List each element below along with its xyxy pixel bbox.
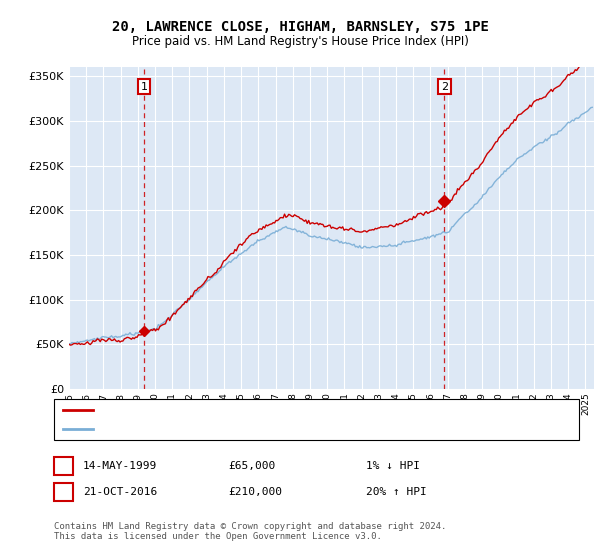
Text: 20, LAWRENCE CLOSE, HIGHAM, BARNSLEY, S75 1PE: 20, LAWRENCE CLOSE, HIGHAM, BARNSLEY, S7… <box>112 20 488 34</box>
Text: £65,000: £65,000 <box>228 461 275 471</box>
Text: 20% ↑ HPI: 20% ↑ HPI <box>366 487 427 497</box>
Text: 2: 2 <box>60 487 67 497</box>
Text: Price paid vs. HM Land Registry's House Price Index (HPI): Price paid vs. HM Land Registry's House … <box>131 35 469 48</box>
Text: 20, LAWRENCE CLOSE, HIGHAM, BARNSLEY, S75 1PE (detached house): 20, LAWRENCE CLOSE, HIGHAM, BARNSLEY, S7… <box>99 405 463 415</box>
Text: HPI: Average price, detached house, Barnsley: HPI: Average price, detached house, Barn… <box>99 423 358 433</box>
Text: £210,000: £210,000 <box>228 487 282 497</box>
Text: 1: 1 <box>141 82 148 91</box>
Text: Contains HM Land Registry data © Crown copyright and database right 2024.
This d: Contains HM Land Registry data © Crown c… <box>54 522 446 542</box>
Text: 2: 2 <box>440 82 448 91</box>
Text: 1% ↓ HPI: 1% ↓ HPI <box>366 461 420 471</box>
Text: 21-OCT-2016: 21-OCT-2016 <box>83 487 157 497</box>
Text: 1: 1 <box>60 461 67 471</box>
Text: 14-MAY-1999: 14-MAY-1999 <box>83 461 157 471</box>
